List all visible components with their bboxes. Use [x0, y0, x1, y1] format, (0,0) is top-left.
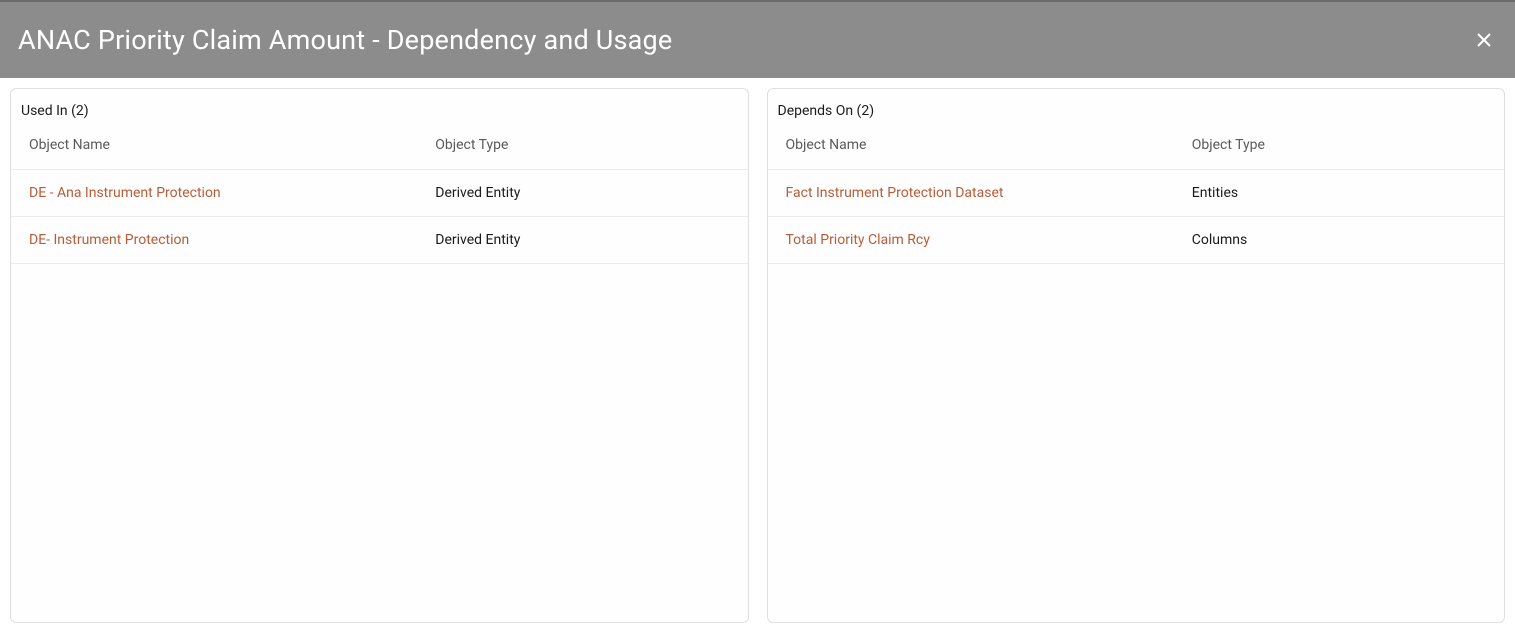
depends-on-table: Object Name Object Type Fact Instrument … [768, 119, 1505, 264]
object-name-link[interactable]: Total Priority Claim Rcy [786, 232, 1192, 248]
object-type: Derived Entity [435, 185, 729, 201]
modal-title: ANAC Priority Claim Amount - Dependency … [18, 24, 672, 56]
table-header: Object Name Object Type [11, 119, 748, 170]
object-type: Entities [1192, 185, 1486, 201]
used-in-table: Object Name Object Type DE - Ana Instrum… [11, 119, 748, 264]
panels-container: Used In (2) Object Name Object Type DE -… [0, 78, 1515, 623]
column-header-name: Object Name [786, 137, 1192, 153]
column-header-type: Object Type [435, 137, 729, 153]
object-type: Columns [1192, 232, 1486, 248]
object-name-link[interactable]: Fact Instrument Protection Dataset [786, 185, 1192, 201]
depends-on-title: Depends On (2) [768, 89, 1505, 119]
column-header-type: Object Type [1192, 137, 1486, 153]
close-icon[interactable] [1471, 27, 1497, 53]
table-row: Total Priority Claim Rcy Columns [768, 217, 1505, 264]
table-row: DE- Instrument Protection Derived Entity [11, 217, 748, 264]
table-row: DE - Ana Instrument Protection Derived E… [11, 170, 748, 217]
used-in-title: Used In (2) [11, 89, 748, 119]
table-row: Fact Instrument Protection Dataset Entit… [768, 170, 1505, 217]
object-name-link[interactable]: DE- Instrument Protection [29, 232, 435, 248]
depends-on-panel: Depends On (2) Object Name Object Type F… [767, 88, 1506, 623]
used-in-panel: Used In (2) Object Name Object Type DE -… [10, 88, 749, 623]
object-name-link[interactable]: DE - Ana Instrument Protection [29, 185, 435, 201]
object-type: Derived Entity [435, 232, 729, 248]
column-header-name: Object Name [29, 137, 435, 153]
modal-header: ANAC Priority Claim Amount - Dependency … [0, 0, 1515, 78]
table-header: Object Name Object Type [768, 119, 1505, 170]
